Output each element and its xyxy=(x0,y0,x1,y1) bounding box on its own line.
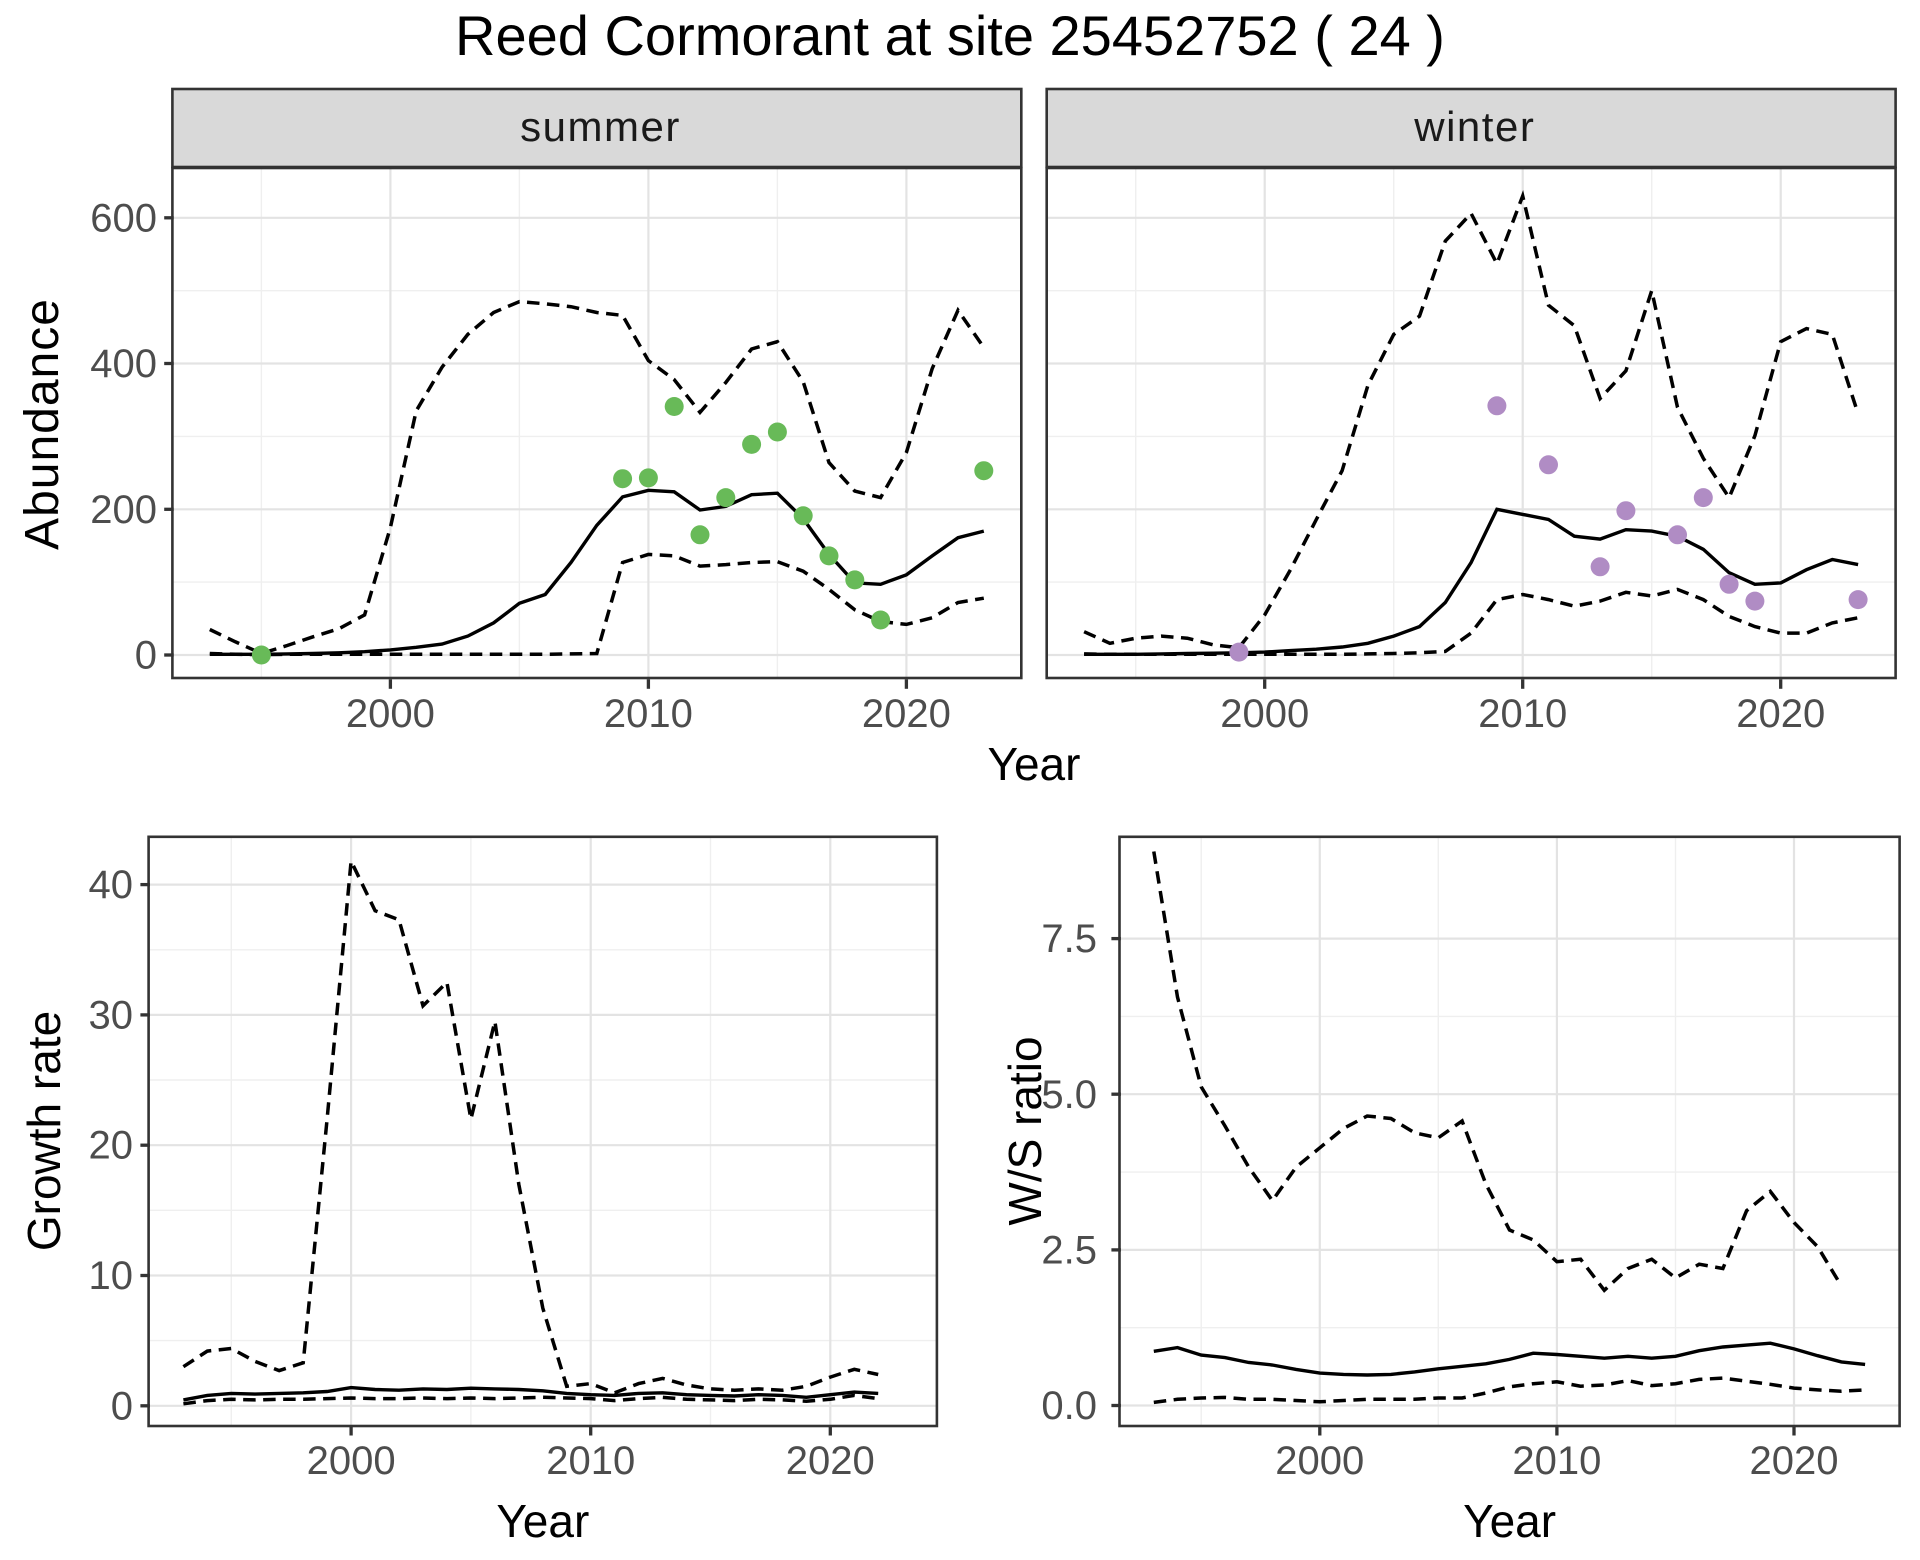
svg-text:40: 40 xyxy=(89,863,134,907)
svg-text:2020: 2020 xyxy=(862,692,951,736)
svg-text:Growth rate: Growth rate xyxy=(18,1011,70,1251)
svg-text:2020: 2020 xyxy=(786,1439,875,1483)
svg-text:2020: 2020 xyxy=(1736,692,1825,736)
svg-text:2010: 2010 xyxy=(604,692,693,736)
svg-text:0: 0 xyxy=(111,1384,133,1428)
svg-text:Reed Cormorant at site 2545275: Reed Cormorant at site 25452752 ( 24 ) xyxy=(455,4,1445,67)
svg-text:summer: summer xyxy=(520,103,681,150)
svg-text:600: 600 xyxy=(90,196,157,240)
svg-text:2020: 2020 xyxy=(1750,1439,1839,1483)
svg-text:400: 400 xyxy=(90,342,157,386)
svg-text:7.5: 7.5 xyxy=(1041,917,1097,961)
svg-text:Year: Year xyxy=(496,1495,589,1547)
svg-text:2.5: 2.5 xyxy=(1041,1228,1097,1272)
svg-text:2000: 2000 xyxy=(1275,1439,1364,1483)
svg-text:winter: winter xyxy=(1413,103,1535,150)
svg-text:Year: Year xyxy=(988,738,1081,790)
svg-text:2010: 2010 xyxy=(546,1439,635,1483)
svg-text:Year: Year xyxy=(1463,1495,1556,1547)
svg-text:2000: 2000 xyxy=(1220,692,1309,736)
svg-text:0: 0 xyxy=(135,634,157,678)
svg-text:W/S ratio: W/S ratio xyxy=(999,1036,1051,1225)
svg-text:2000: 2000 xyxy=(346,692,435,736)
svg-text:30: 30 xyxy=(89,993,134,1037)
svg-text:5.0: 5.0 xyxy=(1041,1073,1097,1117)
svg-text:2010: 2010 xyxy=(1512,1439,1601,1483)
svg-text:Abundance: Abundance xyxy=(16,298,69,550)
svg-text:2000: 2000 xyxy=(307,1439,396,1483)
svg-text:2010: 2010 xyxy=(1478,692,1567,736)
svg-text:20: 20 xyxy=(89,1124,134,1168)
svg-text:10: 10 xyxy=(89,1254,134,1298)
svg-text:200: 200 xyxy=(90,488,157,532)
svg-text:0.0: 0.0 xyxy=(1041,1384,1097,1428)
